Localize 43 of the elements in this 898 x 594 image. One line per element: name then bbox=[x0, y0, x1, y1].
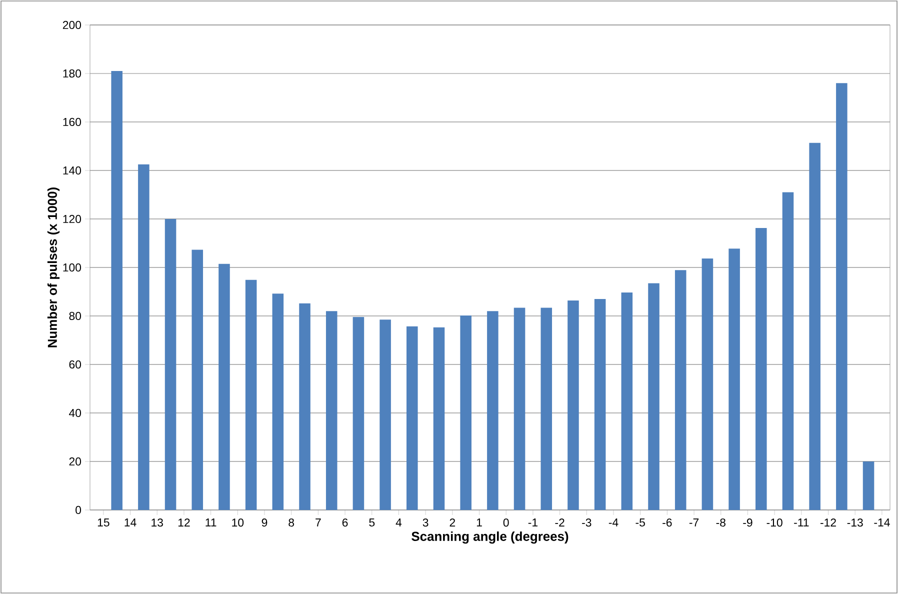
y-tick-label: 40 bbox=[69, 408, 82, 418]
x-axis-title: Scanning angle (degrees) bbox=[412, 531, 568, 544]
y-tick-label: 160 bbox=[63, 118, 82, 126]
x-tick-label: -10 bbox=[766, 518, 782, 527]
x-tick-label: -8 bbox=[716, 518, 726, 527]
y-tick-label: 20 bbox=[69, 457, 82, 466]
x-tick-label: 1 bbox=[476, 518, 482, 526]
y-tick-label: 200 bbox=[62, 20, 82, 30]
x-tick-label: -6 bbox=[662, 518, 672, 527]
x-tick-label: 14 bbox=[124, 518, 136, 526]
x-tick-label: -2 bbox=[555, 518, 564, 527]
x-tick-label: 5 bbox=[369, 518, 375, 526]
x-tick-label: -5 bbox=[636, 518, 645, 526]
x-tick-label: 15 bbox=[98, 518, 110, 526]
y-tick-label: 80 bbox=[69, 312, 82, 320]
x-tick-label: 6 bbox=[342, 518, 348, 527]
x-tick-label: -14 bbox=[874, 518, 890, 526]
x-tick-label: 11 bbox=[206, 518, 216, 526]
y-tick-label: 140 bbox=[63, 166, 82, 175]
x-tick-label: -9 bbox=[743, 518, 752, 527]
x-tick-label: 12 bbox=[178, 518, 190, 527]
x-tick-label: 10 bbox=[232, 518, 244, 527]
x-tick-label: 2 bbox=[450, 518, 456, 527]
x-tick-label: 4 bbox=[396, 518, 402, 526]
y-tick-label: 60 bbox=[69, 360, 82, 369]
y-tick-label: 0 bbox=[76, 506, 82, 514]
x-tick-label: -11 bbox=[794, 518, 809, 526]
x-tick-label: 9 bbox=[262, 518, 268, 527]
x-tick-label: -7 bbox=[689, 518, 699, 526]
y-tick-label: 180 bbox=[63, 69, 82, 78]
x-tick-label: -13 bbox=[847, 518, 863, 527]
x-tick-label: 7 bbox=[316, 518, 321, 526]
x-tick-label: 0 bbox=[503, 518, 509, 527]
x-tick-label: -4 bbox=[608, 518, 618, 526]
y-tick-label: 100 bbox=[63, 263, 82, 272]
x-tick-label: -3 bbox=[582, 518, 592, 527]
x-tick-label: 13 bbox=[152, 518, 163, 527]
y-tick-label: 120 bbox=[63, 214, 82, 224]
x-tick-label: 8 bbox=[288, 518, 294, 527]
x-tick-label: 3 bbox=[422, 518, 428, 527]
x-tick-label: -1 bbox=[528, 518, 538, 526]
x-tick-label: -12 bbox=[820, 518, 836, 527]
y-axis-title: Number of pulses (x 1000) bbox=[47, 188, 60, 348]
